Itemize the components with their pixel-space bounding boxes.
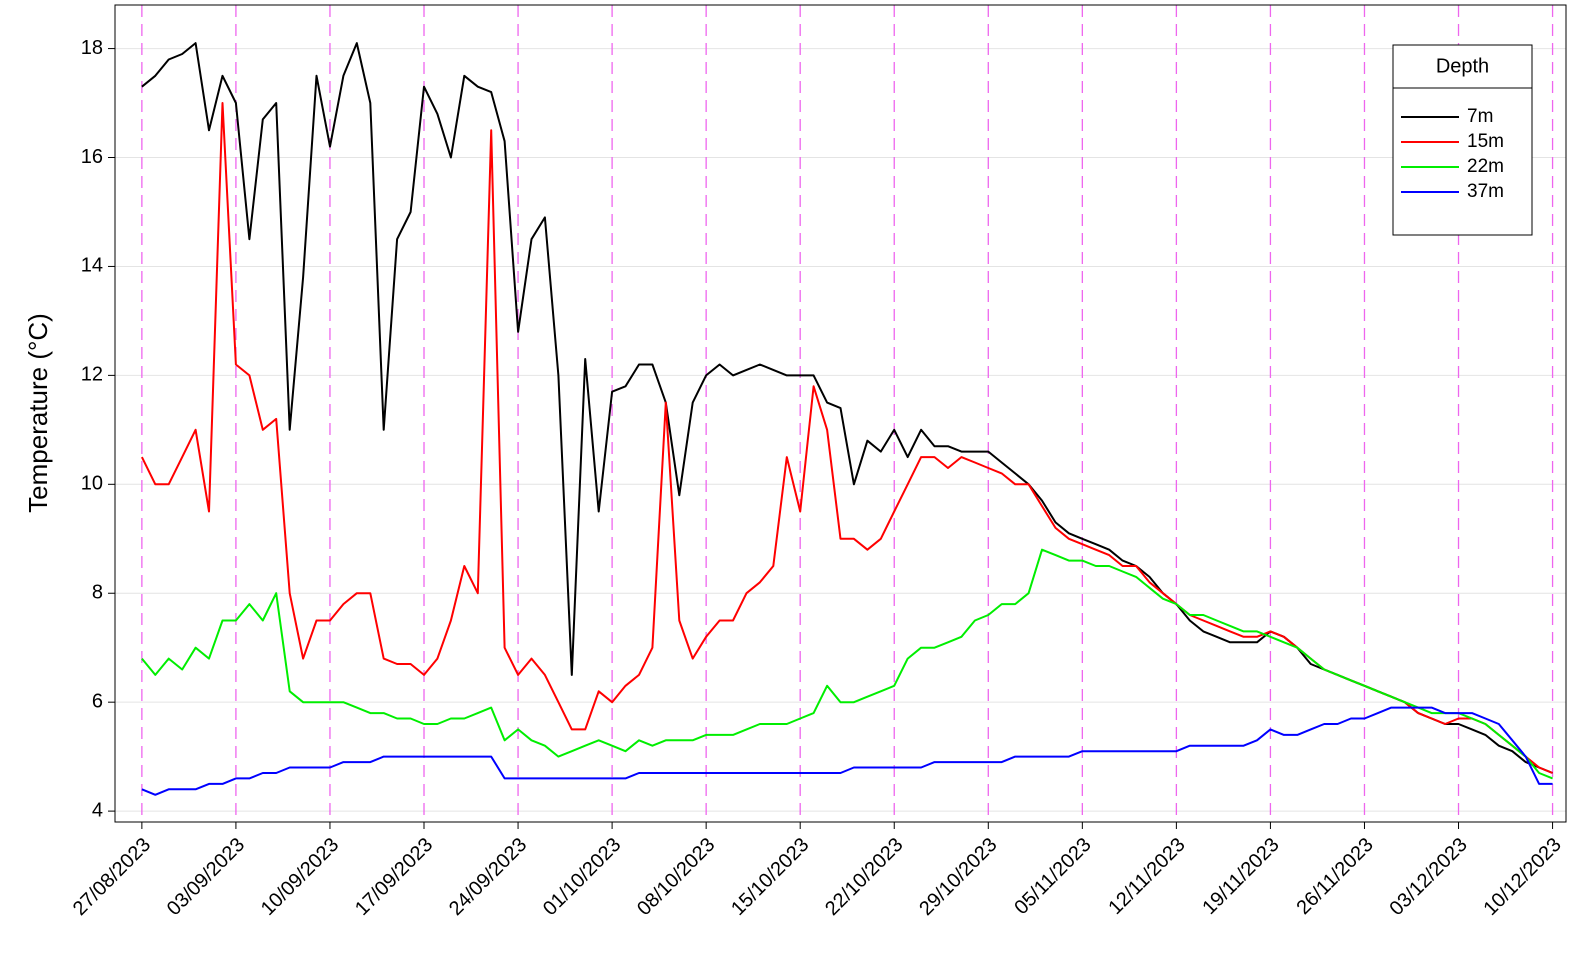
y-tick-label: 8 [92, 582, 103, 604]
legend-title: Depth [1436, 55, 1489, 77]
x-tick-label: 19/11/2023 [1198, 834, 1283, 919]
y-tick-label: 6 [92, 690, 103, 712]
legend: Depth 7m 15m 22m 37m [1392, 44, 1533, 236]
legend-label: 15m [1467, 131, 1504, 152]
x-tick-label: 01/10/2023 [539, 834, 625, 920]
legend-box [1392, 44, 1533, 236]
x-tick-label: 10/12/2023 [1479, 834, 1565, 920]
y-tick-label: 18 [81, 37, 103, 59]
x-tick-label: 05/11/2023 [1010, 834, 1095, 919]
x-tick-label: 22/10/2023 [821, 834, 907, 920]
x-tick-label: 12/11/2023 [1104, 834, 1189, 919]
x-tick-label: 27/08/2023 [69, 834, 155, 920]
legend-label: 22m [1467, 156, 1504, 177]
plot-area [141, 42, 1553, 796]
x-tick-label: 08/10/2023 [633, 834, 719, 920]
x-tick-label: 15/10/2023 [727, 834, 813, 920]
data-line [141, 706, 1553, 796]
y-tick-label: 14 [81, 255, 103, 277]
y-tick-label: 16 [81, 146, 103, 168]
x-tick-label: 03/09/2023 [163, 834, 249, 920]
y-tick-label: 12 [81, 364, 103, 386]
x-tick-label: 24/09/2023 [445, 834, 531, 920]
x-tick-label: 17/09/2023 [351, 834, 437, 920]
x-tick-label: 10/09/2023 [257, 834, 343, 920]
x-tick-label: 26/11/2023 [1292, 834, 1377, 919]
y-axis-label: Temperature (°C) [23, 313, 53, 513]
x-tick-label: 03/12/2023 [1385, 834, 1471, 920]
y-tick-label: 4 [92, 799, 103, 821]
x-tick-label: 29/10/2023 [915, 834, 1001, 920]
y-tick-label: 10 [81, 473, 103, 495]
plot-frame [114, 4, 1567, 823]
legend-label: 7m [1467, 106, 1493, 127]
legend-label: 37m [1467, 181, 1504, 202]
data-line [141, 548, 1553, 780]
data-line [141, 102, 1553, 774]
data-line [141, 42, 1553, 774]
